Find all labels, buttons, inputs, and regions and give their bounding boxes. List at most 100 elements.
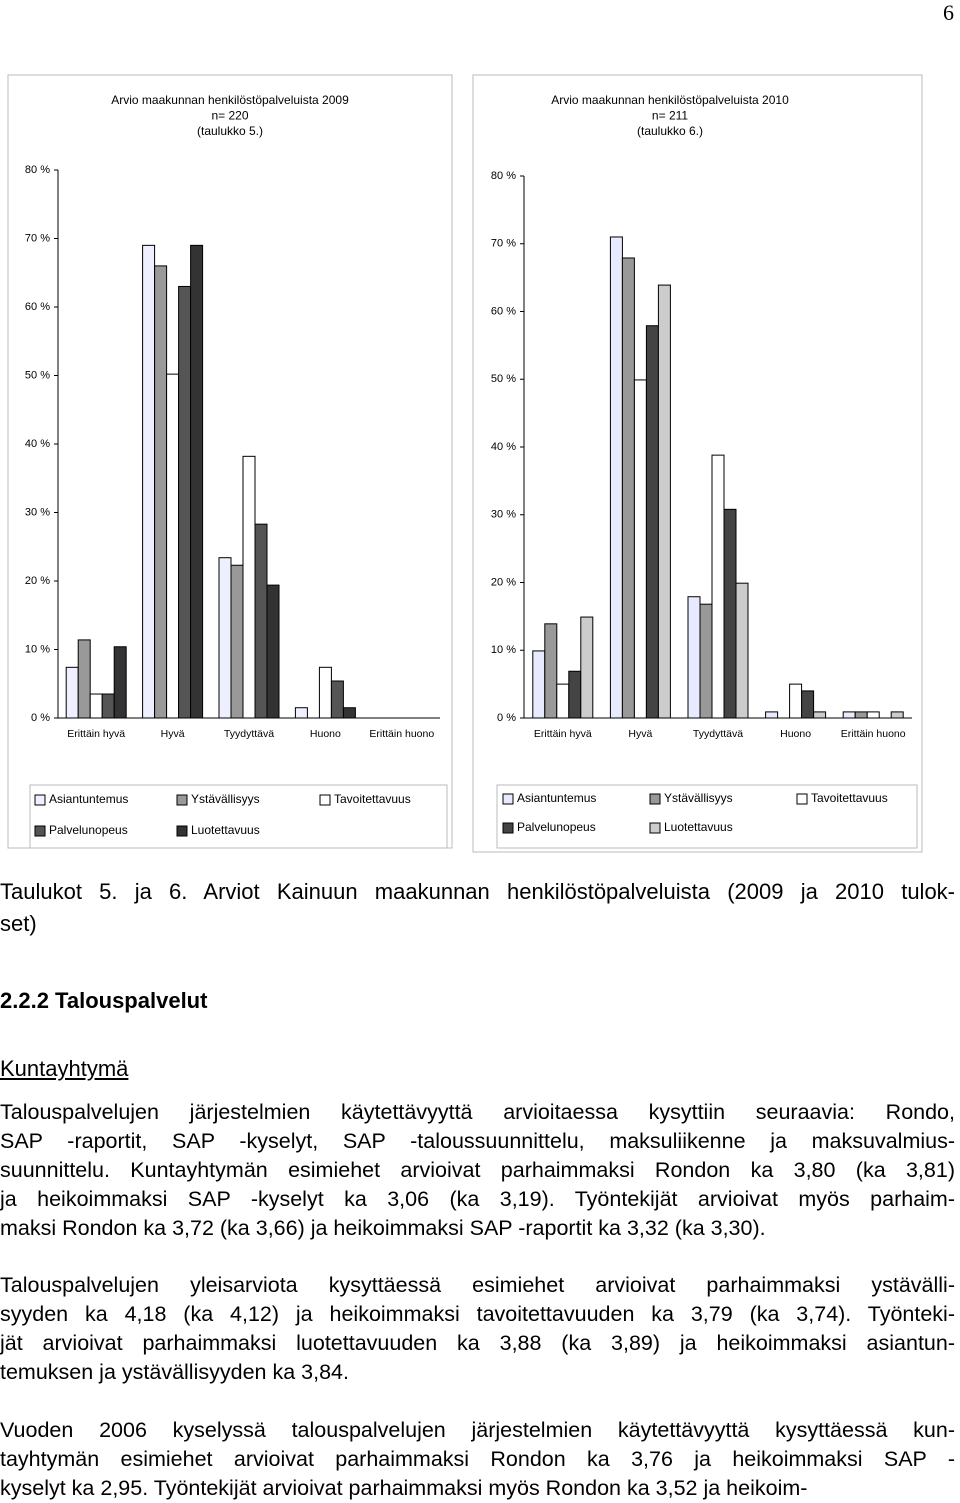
y-tick-label: 30 % (491, 509, 516, 521)
x-tick-label: Huono (780, 728, 811, 740)
legend-swatch (176, 794, 188, 806)
chart-title: Arvio maakunnan henkilöstöpalveluista 20… (551, 93, 789, 107)
y-tick-label: 50 % (491, 373, 516, 385)
legend-frame (29, 784, 448, 849)
bar (854, 711, 868, 719)
y-tick-label: 40 % (491, 441, 516, 453)
x-tick-label: Erittäin hyvä (534, 728, 592, 740)
x-tick-label: Hyvä (628, 728, 652, 740)
chart-title: (taulukko 5.) (197, 124, 263, 138)
text-line: temuksen ja ystävällisyyden ka 3,84. (0, 1360, 349, 1384)
text-line: maksi Rondon ka 3,72 (ka 3,66) ja heikoi… (0, 1216, 766, 1240)
paragraph: Talouspalvelujen järjestelmien käytettäv… (0, 1098, 955, 1243)
bar (544, 623, 558, 719)
chart-title: (taulukko 6.) (637, 124, 703, 138)
subheading: Kuntayhtymä (0, 1056, 129, 1081)
charts: Arvio maakunnan henkilöstöpalveluista 20… (7, 74, 923, 853)
y-tick-label: 40 % (25, 438, 50, 450)
y-tick-label: 30 % (25, 506, 50, 518)
bar (813, 711, 827, 719)
page-number: 6 (943, 0, 954, 25)
bar (254, 523, 268, 719)
text-line: kyselyt ka 2,95. Työntekijät arvioivat p… (0, 1476, 808, 1500)
legend-label: Ystävällisyys (191, 792, 260, 806)
legend-label: Asiantuntemus (517, 791, 596, 805)
legend-swatch (34, 794, 46, 806)
bar (633, 379, 647, 719)
bar (801, 690, 815, 719)
bar (318, 666, 332, 719)
y-tick-label: 10 % (25, 643, 50, 655)
bar (532, 650, 546, 719)
chart-title: n= 220 (211, 109, 248, 123)
y-tick-label: 70 % (25, 232, 50, 244)
bar (621, 257, 635, 719)
bar (580, 616, 594, 719)
legend-frame (496, 784, 918, 849)
chart-title: n= 211 (652, 109, 688, 123)
bar (142, 244, 156, 719)
text-line: suunnittelu. Kuntayhtymän esimiehet arvi… (0, 1158, 955, 1182)
chart-title: Arvio maakunnan henkilöstöpalveluista 20… (111, 93, 349, 107)
bar (342, 707, 356, 719)
y-tick-label: 0 % (497, 712, 516, 724)
x-tick-label: Hyvä (161, 728, 185, 740)
legend-label: Palvelunopeus (517, 820, 596, 834)
bar (657, 284, 671, 719)
legend-label: Ystävällisyys (664, 791, 733, 805)
x-tick-label: Erittäin hyvä (67, 728, 125, 740)
text-line: Vuoden 2006 kyselyssä talouspalvelujen j… (0, 1418, 955, 1442)
bar (101, 693, 115, 719)
y-tick-label: 10 % (491, 644, 516, 656)
text-line: tayhtymän esimiehet arvioivat parhaimmak… (0, 1447, 955, 1471)
legend-label: Asiantuntemus (49, 792, 128, 806)
y-tick-label: 70 % (491, 238, 516, 250)
text-line: jät arvioivat parhaimmaksi luotettavuude… (0, 1331, 955, 1355)
bar (735, 582, 749, 719)
bar (65, 666, 79, 719)
legend-label: Luotettavuus (191, 823, 260, 837)
legend-swatch (34, 825, 46, 837)
bar (687, 596, 701, 719)
bar (113, 646, 127, 719)
bar (866, 711, 880, 719)
paragraph: Vuoden 2006 kyselyssä talouspalvelujen j… (0, 1416, 955, 1503)
text-line: ja heikoimmaksi SAP -kyselyt ka 3,06 (ka… (0, 1187, 955, 1211)
bar (166, 373, 180, 719)
text-line: syyden ka 4,18 (ka 4,12) ja heikoimmaksi… (0, 1302, 955, 1326)
x-tick-label: Tyydyttävä (693, 728, 743, 740)
chart-frame (472, 74, 923, 853)
bar (723, 508, 737, 719)
text-line: SAP -raportit, SAP -kyselyt, SAP -talous… (0, 1129, 955, 1153)
text-line: Taulukot 5. ja 6. Arviot Kainuun maakunn… (0, 879, 955, 904)
bar (890, 711, 904, 719)
caption: Taulukot 5. ja 6. Arviot Kainuun maakunn… (0, 876, 955, 940)
y-tick-label: 0 % (31, 712, 50, 724)
text-line: Talouspalvelujen järjestelmien käytettäv… (0, 1100, 955, 1124)
bar (330, 680, 344, 719)
bar (711, 454, 725, 719)
bar (789, 683, 803, 719)
legend-label: Tavoitettavuus (334, 792, 411, 806)
legend-swatch (502, 793, 514, 805)
bar (645, 325, 659, 719)
bar (89, 693, 103, 719)
bar (230, 564, 244, 719)
legend-swatch (796, 793, 808, 805)
y-tick-label: 80 % (25, 164, 50, 176)
paragraph: Talouspalvelujen yleisarviota kysyttäess… (0, 1271, 955, 1387)
legend-label: Luotettavuus (664, 820, 733, 834)
legend-swatch (649, 822, 661, 834)
bar (178, 285, 192, 719)
bar (242, 455, 256, 719)
x-tick-label: Erittäin huono (841, 728, 906, 740)
bar (568, 670, 582, 719)
bar (218, 557, 232, 719)
legend-swatch (176, 825, 188, 837)
bar (609, 236, 623, 719)
x-tick-label: Tyydyttävä (224, 728, 274, 740)
y-tick-label: 60 % (491, 305, 516, 317)
legend-swatch (319, 794, 331, 806)
y-tick-label: 20 % (491, 576, 516, 588)
